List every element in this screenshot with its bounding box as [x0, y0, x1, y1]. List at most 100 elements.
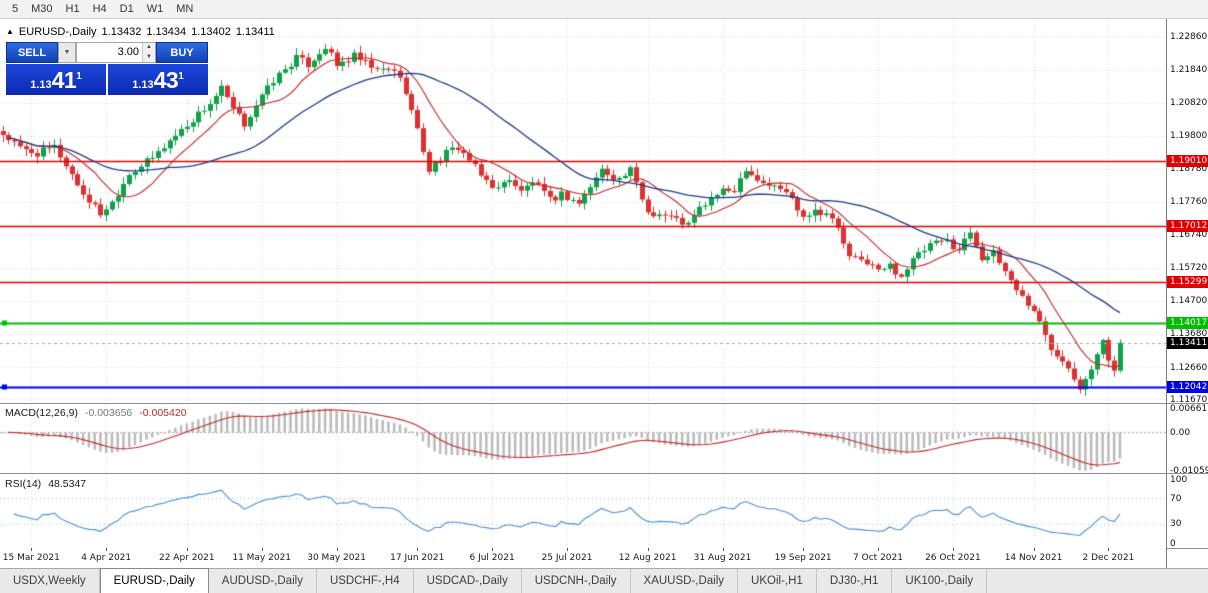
sell-price-button[interactable]: 1.13 41 1	[6, 64, 106, 95]
timeframe-button-d1[interactable]: D1	[119, 2, 134, 15]
price-axis-label: 1.14700	[1170, 296, 1208, 307]
buy-price-button[interactable]: 1.13 43 1	[108, 64, 208, 95]
tab-usdcnh-daily[interactable]: USDCNH-,Daily	[521, 569, 631, 593]
date-label: 6 Jul 2021	[469, 553, 515, 563]
rsi-label: RSI(14) 48.5347	[5, 478, 86, 490]
rsi-value: 48.5347	[48, 478, 87, 490]
tab-usdcad-daily[interactable]: USDCAD-,Daily	[413, 569, 522, 593]
spin-down-icon[interactable]: ▼	[143, 52, 155, 62]
date-label: 12 Aug 2021	[618, 553, 677, 563]
buy-price-pips: 43	[153, 67, 179, 93]
volume-dropdown-button[interactable]: ▼	[58, 42, 76, 63]
date-label: 4 Apr 2021	[81, 553, 132, 563]
date-label: 14 Nov 2021	[1004, 553, 1063, 563]
tab-usdchf-h4[interactable]: USDCHF-,H4	[316, 569, 414, 593]
time-axis-tick	[262, 548, 263, 551]
rsi-title: RSI(14)	[5, 478, 42, 490]
quote-close: 1.13411	[235, 26, 275, 38]
tab-audusd-daily[interactable]: AUDUSD-,Daily	[208, 569, 317, 593]
time-axis-tick	[187, 548, 188, 551]
panel-separator	[0, 473, 1208, 474]
time-axis-tick	[648, 548, 649, 551]
tab-ukoil-h1[interactable]: UKOil-,H1	[738, 569, 817, 593]
buy-price-point: 1	[178, 71, 184, 82]
price-axis-label: 1.22860	[1170, 31, 1208, 42]
timeframe-button-m30[interactable]: M30	[31, 2, 53, 15]
macd-title: MACD(12,26,9)	[5, 407, 78, 419]
macd-signal-value: -0.005420	[139, 407, 187, 419]
time-axis-tick	[803, 548, 804, 551]
symbol-title: EURUSD-,Daily	[18, 26, 97, 38]
rsi-axis-label: 100	[1170, 474, 1188, 485]
timeframe-toolbar: 5 M30 H1 H4 D1 W1 MN	[0, 0, 1208, 19]
spin-up-icon[interactable]: ▲	[143, 43, 155, 53]
timeframe-button-mn[interactable]: MN	[176, 2, 194, 15]
tab-dj30-h1[interactable]: DJ30-,H1	[816, 569, 893, 593]
volume-stepper[interactable]: 3.00 ▲ ▼	[76, 42, 156, 63]
date-label: 25 Jul 2021	[541, 553, 593, 563]
macd-axis-label: 0.006611	[1170, 403, 1208, 414]
date-label: 7 Oct 2021	[853, 553, 903, 563]
date-label: 19 Sep 2021	[774, 553, 832, 563]
chart-symbol-icon: ▲	[6, 27, 14, 36]
sell-button[interactable]: SELL	[6, 42, 58, 63]
rsi-axis-label: 70	[1170, 493, 1182, 504]
timeframe-button-h4[interactable]: H4	[92, 2, 107, 15]
chart-tab-bar: USDX,Weekly EURUSD-,Daily AUDUSD-,Daily USD…	[0, 568, 1208, 593]
time-axis-tick	[953, 548, 954, 551]
quote-low: 1.13402	[191, 26, 231, 38]
sell-price-pips: 41	[51, 67, 77, 93]
date-label: 17 Jun 2021	[390, 553, 445, 563]
macd-main-value: -0.003656	[84, 407, 133, 419]
price-axis-separator	[1166, 19, 1167, 568]
price-axis-label: 1.15720	[1170, 263, 1208, 274]
tab-eurusd-daily[interactable]: EURUSD-,Daily	[99, 568, 209, 593]
price-axis-label: 1.17760	[1170, 197, 1208, 208]
timeframe-button-h1[interactable]: H1	[65, 2, 80, 15]
macd-axis-label: 0.00	[1170, 427, 1191, 438]
volume-input[interactable]: 3.00	[117, 46, 139, 58]
date-label: 31 Aug 2021	[693, 553, 752, 563]
one-click-trade-widget: SELL ▼ 3.00 ▲ ▼ BUY 1.13 41 1 1.13 43 1	[6, 42, 208, 95]
buy-button[interactable]: BUY	[156, 42, 208, 63]
price-level-tag: 1.12042	[1167, 381, 1208, 394]
date-label: 22 Apr 2021	[158, 553, 215, 563]
rsi-axis-label: 30	[1170, 519, 1182, 530]
quote-high: 1.13434	[146, 26, 187, 38]
time-axis-tick	[492, 548, 493, 551]
price-level-tag: 1.17012	[1167, 220, 1208, 232]
time-axis-tick	[1034, 548, 1035, 551]
time-axis-tick	[878, 548, 879, 551]
price-axis-label: 1.13680	[1170, 329, 1208, 340]
price-level-tag: 1.14017	[1167, 317, 1208, 330]
tab-uk100-daily[interactable]: UK100-,Daily	[892, 569, 988, 593]
price-axis: 1.22860 1.21840 1.20820 1.19800 1.18780 1.177…	[1167, 19, 1208, 568]
date-label: 26 Oct 2021	[925, 553, 981, 563]
date-label: 30 May 2021	[307, 553, 366, 563]
rsi-axis-label: 0	[1170, 538, 1176, 549]
macd-axis-label: -0.010595	[1170, 466, 1208, 477]
time-axis-tick	[106, 548, 107, 551]
buy-price-prefix: 1.13	[132, 79, 154, 91]
time-axis-tick	[1108, 548, 1109, 551]
volume-spinner: ▲ ▼	[142, 43, 155, 62]
time-axis-tick	[723, 548, 724, 551]
date-label: 2 Dec 2021	[1082, 553, 1135, 563]
time-axis: 15 Mar 2021 4 Apr 2021 22 Apr 2021 11 May 2…	[0, 548, 1166, 568]
chart-canvas[interactable]	[0, 19, 1166, 548]
tab-xauusd-daily[interactable]: XAUUSD-,Daily	[630, 569, 739, 593]
timeframe-button-w1[interactable]: W1	[146, 2, 164, 15]
quote-open: 1.13432	[101, 26, 142, 38]
time-axis-tick	[567, 548, 568, 551]
price-axis-label: 1.16740	[1170, 230, 1208, 241]
price-axis-label: 1.19800	[1170, 131, 1208, 142]
timeframe-button-5[interactable]: 5	[12, 2, 19, 15]
time-axis-tick	[31, 548, 32, 551]
price-axis-label: 1.12660	[1170, 362, 1208, 373]
price-axis-label: 1.11670	[1170, 394, 1208, 405]
price-axis-label: 1.18780	[1170, 164, 1208, 175]
price-axis-label: 1.20820	[1170, 98, 1208, 109]
sell-price-point: 1	[76, 71, 82, 82]
tab-usdx-weekly[interactable]: USDX,Weekly	[0, 569, 100, 593]
